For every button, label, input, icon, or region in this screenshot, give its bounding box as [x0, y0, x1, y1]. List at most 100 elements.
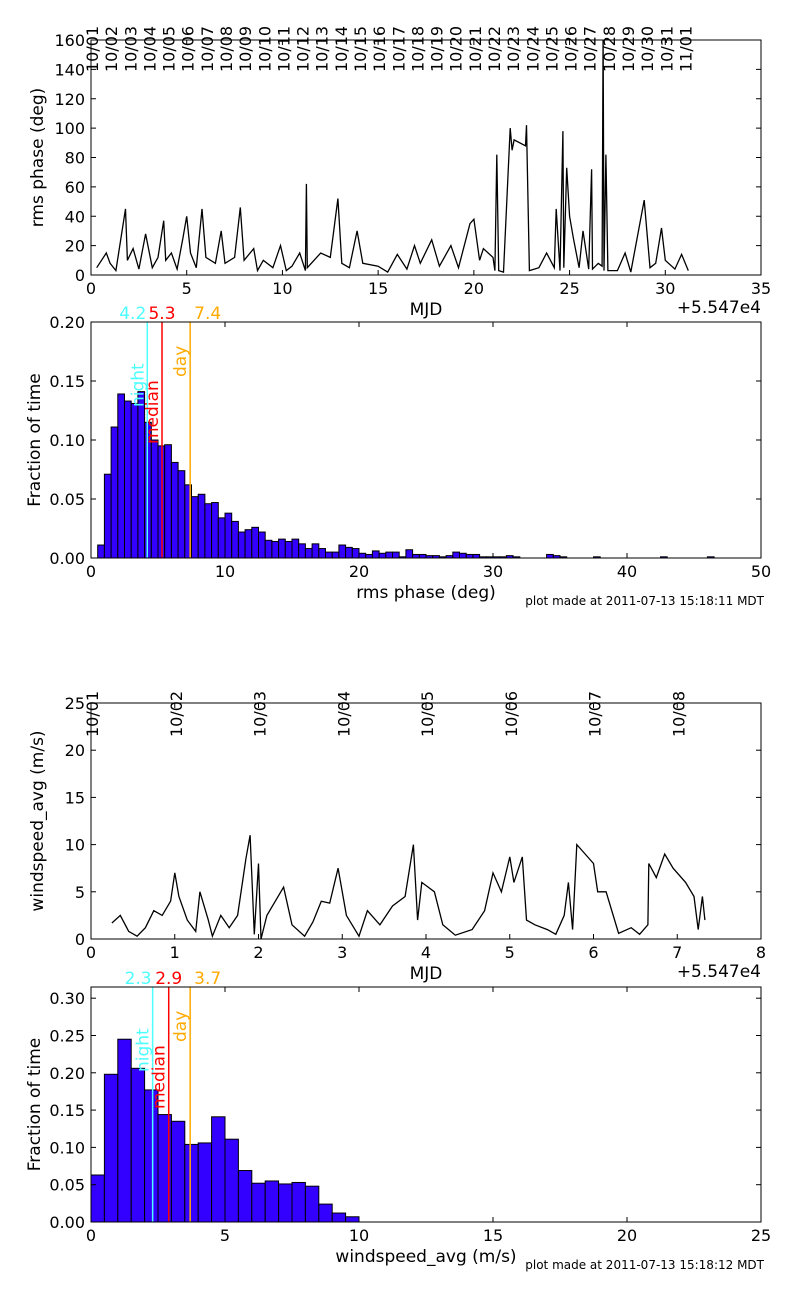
histogram-bar: [197, 493, 206, 559]
date-label: 10/15: [351, 26, 370, 72]
x-axis-label: MJD: [410, 300, 443, 320]
date-label: 10/12: [294, 26, 313, 72]
x-tick-label: 25: [559, 279, 579, 298]
axes-frame: [90, 986, 762, 1223]
y-axis-label: rms phase (deg): [28, 88, 48, 228]
x-tick-label: 6: [588, 943, 598, 962]
date-label: 10/04: [140, 26, 159, 72]
histogram-bar: [244, 529, 253, 559]
median-marker-name: median: [143, 380, 163, 444]
histogram-bar: [110, 426, 119, 559]
x-tick-label: 0: [86, 279, 96, 298]
x-tick-label: 2: [253, 943, 263, 962]
histogram-bar: [191, 496, 199, 559]
y-tick-label: 0.10: [49, 1138, 85, 1157]
y-tick-label: 15: [65, 788, 85, 807]
panel-1: 4.2 night 5.3 median 7.4 day plot made at 2011…: [25, 304, 771, 608]
date-label: 10/23: [504, 26, 523, 72]
date-label: 10/03: [121, 26, 140, 72]
date-label: 10/21: [466, 26, 485, 72]
y-tick-label: 60: [65, 178, 85, 197]
histogram-bar: [90, 1174, 105, 1223]
histogram-bar: [271, 540, 280, 559]
histogram-bar: [224, 1138, 239, 1223]
y-tick-label: 0.20: [49, 313, 85, 332]
date-label: 10/26: [562, 26, 581, 72]
date-label: 10/18: [408, 26, 427, 72]
date-label: 10/17: [389, 26, 408, 72]
histogram-bar: [204, 503, 213, 559]
histogram-bar: [385, 551, 393, 559]
y-axis-label: Fraction of time: [25, 373, 45, 506]
panel-3: 2.3 night 2.9 median 3.7 day plot made at 2011…: [25, 969, 771, 1272]
date-label: 10/25: [542, 26, 561, 72]
histogram-bar: [546, 553, 554, 559]
y-tick-label: 0.25: [49, 1026, 85, 1045]
y-tick-label: 0.05: [49, 1176, 85, 1195]
histogram-bar: [338, 544, 347, 559]
y-tick-label: 40: [65, 207, 85, 226]
x-tick-label: 8: [756, 943, 766, 962]
histogram-bar: [304, 1185, 320, 1223]
y-tick-label: 0.10: [49, 431, 85, 450]
histogram-bar: [170, 461, 179, 559]
histogram-bar: [345, 546, 353, 559]
x-tick-label: 35: [751, 279, 771, 298]
histogram-bar: [452, 551, 460, 559]
date-label: 10/09: [236, 26, 255, 72]
histogram-bar: [97, 544, 105, 559]
histogram-bar: [371, 550, 380, 559]
day-marker-name: day: [171, 346, 191, 377]
date-label: 10/16: [370, 26, 389, 72]
x-tick-label: 7: [672, 943, 682, 962]
date-label: 10/01: [83, 691, 102, 737]
y-tick-label: 0: [75, 930, 85, 949]
date-label: 10/06: [179, 26, 198, 72]
x-tick-label: 20: [464, 279, 484, 298]
histogram-bar: [278, 1183, 293, 1223]
x-tick-label: 10: [272, 279, 292, 298]
x-tick-label: 30: [655, 279, 675, 298]
date-label: 11/01: [676, 26, 695, 72]
histogram-bar: [311, 543, 320, 559]
date-label: 10/04: [334, 691, 353, 737]
x-tick-label: 5: [505, 943, 515, 962]
histogram-bar: [331, 551, 340, 559]
histogram-bar: [124, 400, 132, 559]
x-tick-label: 25: [751, 1226, 771, 1245]
histogram-bar: [103, 473, 112, 559]
histogram-bar: [378, 552, 387, 559]
y-tick-label: 140: [54, 60, 85, 79]
date-label: 10/08: [669, 691, 688, 737]
series-line: [96, 40, 689, 274]
x-tick-label: 40: [617, 562, 637, 581]
x-tick-label: 30: [483, 562, 503, 581]
date-label: 10/19: [428, 26, 447, 72]
night-marker-name: night: [134, 1028, 154, 1072]
histogram-bar: [298, 543, 306, 559]
date-label: 10/22: [485, 26, 504, 72]
night-value-label: 4.2: [119, 304, 146, 324]
x-tick-label: 0: [86, 562, 96, 581]
x-tick-label: 4: [421, 943, 431, 962]
histogram-bar: [459, 552, 467, 559]
x-tick-label: 3: [337, 943, 347, 962]
x-tick-label: 20: [349, 562, 369, 581]
x-offset-label: +5.547e4: [677, 298, 761, 318]
x-axis-label: windspeed_avg (m/s): [335, 1247, 516, 1267]
histogram-bar: [117, 1038, 132, 1223]
x-tick-label: 20: [617, 1226, 637, 1245]
histogram-bar: [465, 553, 474, 559]
median-value-label: 5.3: [148, 304, 175, 324]
y-tick-label: 0: [75, 266, 85, 285]
footnote: plot made at 2011-07-13 15:18:11 MDT: [525, 594, 764, 608]
date-label: 10/07: [198, 26, 217, 72]
date-label: 10/10: [255, 26, 274, 72]
y-axis-label: Fraction of time: [25, 1038, 45, 1171]
date-label: 10/02: [167, 691, 186, 737]
histogram-bar: [318, 548, 326, 559]
x-tick-label: 5: [182, 279, 192, 298]
histogram-bar: [217, 517, 226, 559]
histogram-bar: [358, 552, 367, 559]
histogram-bar: [184, 1143, 199, 1223]
